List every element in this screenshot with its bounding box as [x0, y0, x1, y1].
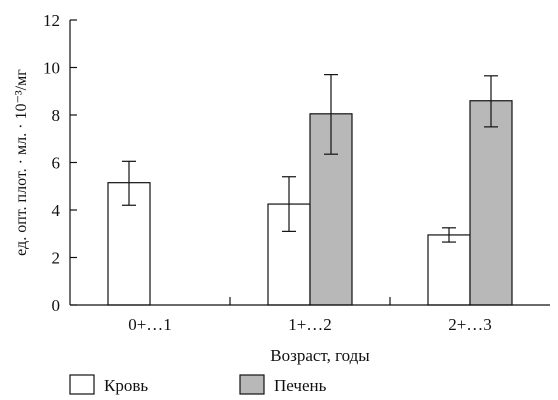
bar-krov — [427, 234, 471, 306]
y-ticks: 0 2 4 6 8 10 12 — [43, 11, 77, 315]
x-tick-label: 0+…1 — [128, 315, 172, 334]
y-tick-label: 0 — [52, 296, 61, 315]
y-tick-label: 2 — [52, 249, 61, 268]
legend-label-pechen: Печень — [274, 376, 327, 395]
y-tick-label: 4 — [52, 201, 61, 220]
y-axis-label: ед. опт. плот. · мл. · 10⁻³/мг — [13, 69, 30, 256]
legend-swatch-pechen — [239, 374, 265, 395]
y-tick-label: 12 — [43, 11, 60, 30]
bar-pechen — [469, 100, 513, 306]
x-tick-label: 1+…2 — [288, 315, 332, 334]
y-tick-label: 8 — [52, 106, 61, 125]
x-ticks: 0+…1 1+…2 2+…3 — [128, 297, 492, 334]
y-tick-label: 6 — [52, 154, 61, 173]
plot-area — [107, 74, 513, 306]
legend-label-krov: Кровь — [104, 376, 148, 395]
legend-swatch-krov — [69, 374, 95, 395]
x-tick-label: 2+…3 — [448, 315, 492, 334]
x-axis-label: Возраст, годы — [270, 346, 370, 365]
legend: Кровь Печень — [69, 374, 327, 395]
y-tick-label: 10 — [43, 59, 60, 78]
